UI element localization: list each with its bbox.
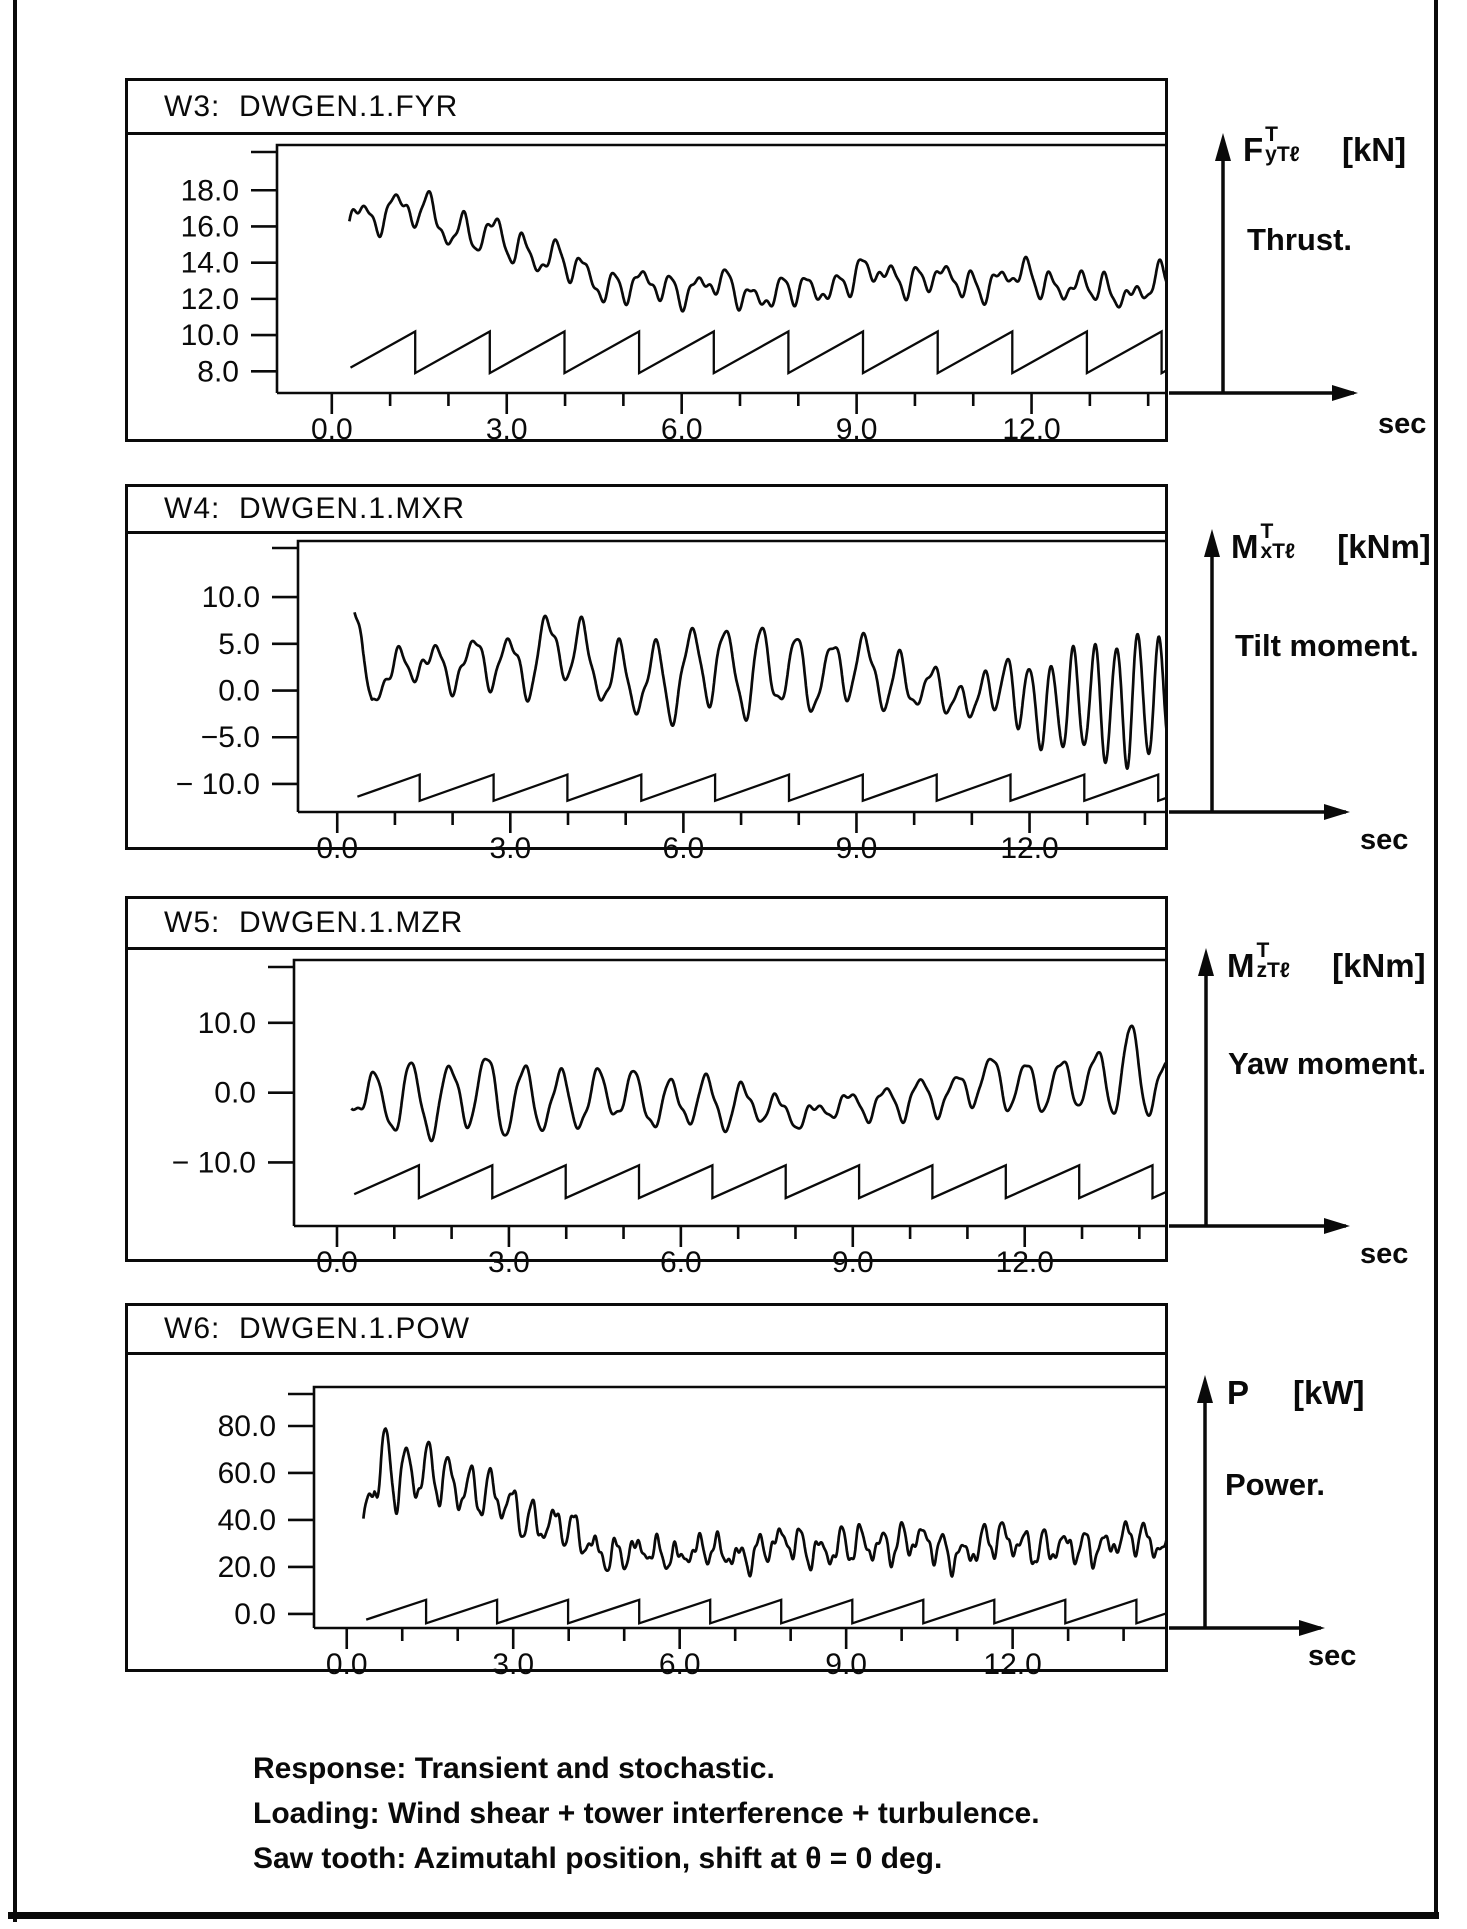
horizontal-arrowhead-icon xyxy=(1324,1218,1350,1234)
figure-frame-bottom xyxy=(8,1912,1439,1919)
horizontal-arrowhead-icon xyxy=(1324,804,1350,820)
plot-window-titlebar: W4: DWGEN.1.MXR xyxy=(128,487,1165,534)
axis-symbol-supsub: T zTℓ xyxy=(1256,939,1291,982)
plot-window-title: W6: DWGEN.1.POW xyxy=(164,1312,471,1345)
axis-description: Yaw moment. xyxy=(1228,1046,1427,1081)
plot-window-title: W3: DWGEN.1.FYR xyxy=(164,89,459,123)
plot-window-w4: W4: DWGEN.1.MXR xyxy=(125,484,1168,850)
vertical-arrowhead-icon xyxy=(1198,948,1214,976)
y-axis-symbol-thrust: F T yTℓ [kN] xyxy=(1243,124,1407,169)
plot-window-w3: W3: DWGEN.1.FYR xyxy=(125,78,1168,442)
axis-symbol-sub: yTℓ xyxy=(1265,143,1300,166)
plot-window-w5: W5: DWGEN.1.MZR xyxy=(125,896,1168,1262)
axis-unit: [kNm] xyxy=(1337,528,1431,565)
axis-unit: [kW] xyxy=(1293,1374,1365,1411)
vertical-arrowhead-icon xyxy=(1197,1375,1213,1403)
axis-symbol-base: P xyxy=(1227,1374,1250,1411)
axis-symbol-base: F xyxy=(1243,131,1264,168)
vertical-arrowhead-icon xyxy=(1215,133,1231,161)
horizontal-arrowhead-icon xyxy=(1299,1620,1325,1636)
axis-symbol-sup: T xyxy=(1265,123,1278,146)
axis-symbol-sup: T xyxy=(1256,939,1270,962)
plot-window-title: W5: DWGEN.1.MZR xyxy=(164,906,464,939)
time-axis-unit-label: sec xyxy=(1360,1238,1409,1270)
plot-window-titlebar: W6: DWGEN.1.POW xyxy=(128,1306,1165,1355)
axis-description: Thrust. xyxy=(1247,222,1353,257)
axis-symbol-sup: T xyxy=(1260,520,1274,543)
plot-window-titlebar: W5: DWGEN.1.MZR xyxy=(128,899,1165,950)
axis-symbol-base: M xyxy=(1227,947,1255,984)
axis-symbol-supsub: T xTℓ xyxy=(1260,520,1296,563)
horizontal-arrowhead-icon xyxy=(1332,385,1358,401)
y-axis-symbol-yaw-moment: M T zTℓ [kNm] xyxy=(1227,940,1426,985)
caption-response: Response: Transient and stochastic. xyxy=(253,1752,775,1785)
axis-symbol-sub: xTℓ xyxy=(1260,540,1296,563)
y-axis-symbol-power: P [kW] xyxy=(1227,1374,1365,1412)
vertical-arrowhead-icon xyxy=(1204,529,1220,557)
axis-symbol-supsub: T yTℓ xyxy=(1265,123,1300,166)
figure-frame-left xyxy=(13,0,17,1922)
plot-window-w6: W6: DWGEN.1.POW xyxy=(125,1303,1168,1672)
axis-description: Tilt moment. xyxy=(1235,628,1419,663)
axis-unit: [kNm] xyxy=(1332,947,1426,984)
time-axis-unit-label: sec xyxy=(1360,824,1409,856)
time-axis-unit-label: sec xyxy=(1378,408,1427,440)
axis-unit: [kN] xyxy=(1341,131,1407,168)
axis-description: Power. xyxy=(1225,1467,1325,1502)
axis-symbol-base: M xyxy=(1231,528,1259,565)
caption-loading: Loading: Wind shear + tower interference… xyxy=(253,1797,1040,1830)
plot-window-title: W4: DWGEN.1.MXR xyxy=(164,492,466,525)
time-axis-unit-label: sec xyxy=(1308,1640,1357,1672)
plot-window-titlebar: W3: DWGEN.1.FYR xyxy=(128,81,1165,135)
y-axis-symbol-tilt-moment: M T xTℓ [kNm] xyxy=(1231,521,1431,566)
figure-frame-right xyxy=(1434,0,1438,1918)
axis-symbol-sub: zTℓ xyxy=(1256,959,1291,982)
caption-sawtooth: Saw tooth: Azimutahl position, shift at … xyxy=(253,1842,943,1875)
